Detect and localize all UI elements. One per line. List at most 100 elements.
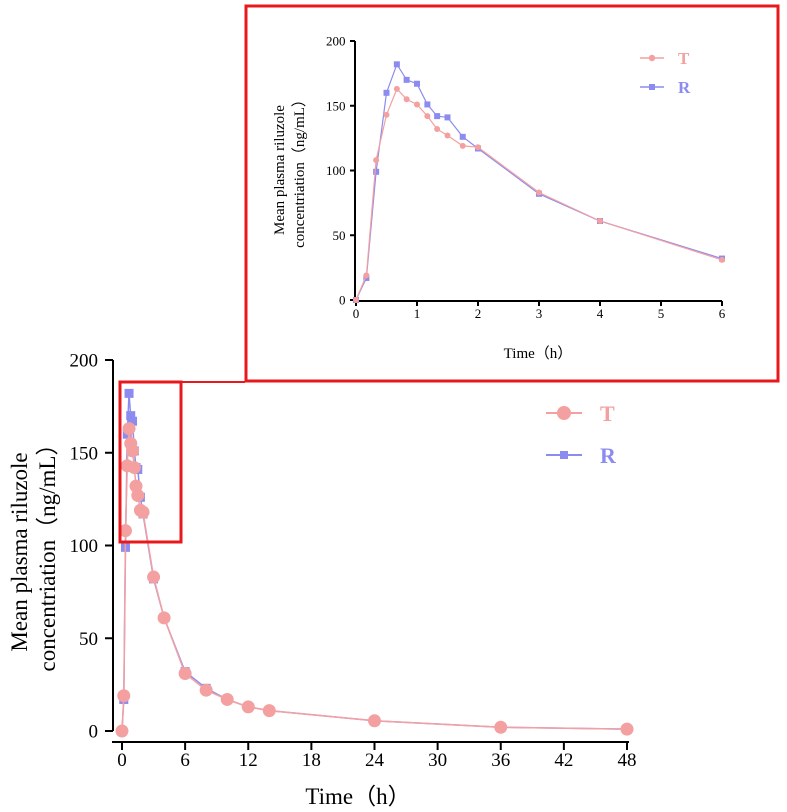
inset-legend-t-label: T: [678, 49, 690, 68]
main-series-t-point: [147, 570, 161, 584]
inset-series-r-point: [403, 76, 410, 83]
inset-series-t-point: [597, 218, 603, 225]
main-x-tick-label: 0: [117, 750, 127, 771]
inset-series-r-point: [459, 133, 466, 140]
main-series-t: [115, 422, 634, 738]
main-series-t-point: [368, 714, 381, 728]
inset-series-t-point: [383, 111, 390, 118]
zoom-region-box: [118, 380, 183, 544]
inset-series-t-point: [414, 101, 420, 108]
main-x-axis-label: Time（h）: [305, 784, 410, 809]
inset-series-t-point: [393, 85, 400, 92]
inset-series-t-point: [373, 157, 380, 164]
main-y-axis-label-line1: Mean plasma riluzole: [7, 452, 32, 651]
main-series-t-point: [136, 505, 150, 519]
main-x-tick-label: 42: [554, 750, 573, 771]
main-series-r-point: [124, 388, 134, 398]
main-series-t-point: [115, 724, 129, 738]
inset-series-t-point: [363, 272, 370, 279]
inset-series-r-point: [444, 114, 451, 121]
main-legend-t-marker: [557, 406, 571, 420]
main-series-r-point: [126, 411, 136, 421]
inset-x-tick-label: 6: [719, 306, 726, 321]
inset-y-tick-label: 0: [339, 293, 346, 308]
inset-x-axis-label: Time（h）: [504, 345, 573, 362]
main-y-tick-label: 50: [79, 629, 98, 650]
inset-series-t-point: [719, 256, 725, 263]
main-chart: Mean plasma riluzole concentriation（ng/m…: [7, 351, 637, 809]
main-x-tick-label: 36: [491, 750, 510, 771]
inset-x-tick-label: 4: [597, 306, 604, 321]
inset-legend: T R: [640, 49, 691, 97]
inset-series-t-point: [403, 96, 410, 103]
main-legend-r-label: R: [600, 443, 617, 468]
inset-chart: Mean plasma riluzole concentriation（ng/m…: [244, 4, 780, 383]
inset-y-axis-label-line2: concentriation（ng/mL）: [291, 92, 308, 248]
main-y-axis-label-line2: concentriation（ng/mL）: [35, 433, 60, 672]
main-x-tick-label: 24: [365, 750, 385, 771]
inset-series-r-point: [424, 101, 431, 108]
main-series-t-line: [121, 428, 628, 732]
inset-y-tick-label: 100: [326, 163, 346, 178]
inset-series-t-point: [424, 113, 431, 120]
main-series-t-point: [178, 666, 192, 680]
main-legend-r-marker: [560, 451, 568, 459]
inset-legend-r-label: R: [678, 78, 691, 97]
main-x-tick-label: 48: [618, 750, 637, 771]
main-series-t-point: [126, 444, 140, 458]
inset-series-r-point: [383, 89, 390, 96]
main-y-tick-label: 0: [89, 722, 99, 743]
main-x-tick-label: 30: [428, 750, 447, 771]
main-series-r-line: [121, 393, 628, 732]
inset-y-axis-label-line1: Mean plasma riluzole: [272, 105, 288, 235]
main-series-t-point: [262, 704, 276, 718]
inset-series-r-point: [373, 168, 380, 175]
inset-y-tick-label: 150: [326, 98, 346, 113]
main-series-t-point: [241, 700, 255, 714]
main-series-t-point: [220, 692, 234, 706]
main-legend-item-t: T: [546, 401, 615, 426]
inset-x-tick-label: 1: [414, 306, 421, 321]
main-y-tick-label: 200: [70, 351, 99, 372]
inset-legend-r-marker: [649, 84, 655, 90]
main-x-tick-label: 6: [180, 750, 190, 771]
inset-y-tick-label: 200: [326, 34, 346, 49]
main-y-tick-label: 150: [70, 443, 99, 464]
main-series-t-point: [199, 683, 213, 697]
main-x-tick-label: 12: [239, 750, 258, 771]
main-x-tick-label: 18: [302, 750, 321, 771]
inset-legend-item-t: T: [640, 49, 690, 68]
main-series-t-point: [127, 461, 141, 475]
inset-x-tick-label: 0: [353, 306, 360, 321]
main-series-t-point: [620, 722, 634, 736]
inset-series-r-point: [393, 61, 400, 68]
inset-y-tick-label: 50: [333, 228, 346, 243]
main-series-t-point: [117, 689, 131, 703]
inset-series-t-point: [434, 126, 441, 133]
inset-legend-t-marker: [648, 54, 656, 62]
main-legend-item-r: R: [546, 443, 617, 468]
inset-x-tick-label: 5: [658, 306, 665, 321]
main-series-r-point: [128, 416, 138, 426]
inset-series-r-point: [434, 113, 441, 120]
main-series-t-point: [122, 422, 136, 436]
main-series-t-point: [494, 720, 508, 734]
main-series-t-point: [131, 488, 145, 502]
inset-x-tick-label: 2: [475, 306, 482, 321]
main-series-t-point: [118, 524, 132, 538]
main-legend: T R: [546, 401, 617, 468]
inset-series-t-point: [536, 189, 542, 196]
main-series-t-point: [157, 611, 171, 625]
main-y-tick-label: 100: [70, 536, 99, 557]
inset-series-t-point: [353, 297, 359, 303]
inset-x-tick-label: 3: [536, 306, 543, 321]
inset-series-t: [353, 85, 725, 303]
main-series-r: [117, 388, 632, 736]
main-legend-t-label: T: [600, 401, 615, 426]
inset-series-r-point: [414, 80, 420, 87]
inset-series-t-point: [475, 144, 481, 151]
inset-frame: [244, 4, 780, 383]
inset-series-t-point: [444, 132, 451, 139]
inset-legend-item-r: R: [640, 78, 691, 97]
